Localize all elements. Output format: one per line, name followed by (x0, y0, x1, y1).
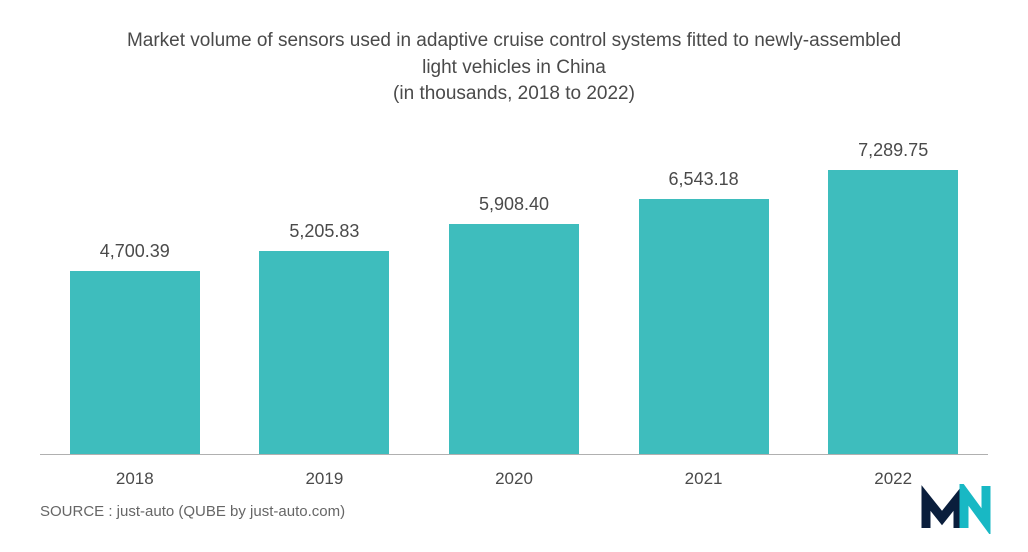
chart-container: Market volume of sensors used in adaptiv… (0, 0, 1028, 552)
bar-group: 7,289.75 (828, 170, 958, 454)
bar-value-label: 4,700.39 (35, 241, 235, 262)
bar (639, 199, 769, 454)
logo-n-stroke (964, 486, 986, 528)
source-attribution: SOURCE : just-auto (QUBE by just-auto.co… (40, 503, 345, 520)
x-axis: 2018 2019 2020 2021 2022 (40, 465, 988, 495)
bar (828, 170, 958, 454)
bar-group: 5,908.40 (449, 224, 579, 455)
x-axis-tick: 2021 (685, 469, 723, 489)
plot-area: 4,700.39 5,205.83 5,908.40 6,543.18 7,289.75 (40, 135, 988, 455)
bar (449, 224, 579, 455)
bar-value-label: 6,543.18 (604, 169, 804, 190)
chart-title-line1: Market volume of sensors used in adaptiv… (124, 28, 904, 81)
x-axis-tick: 2022 (874, 469, 912, 489)
bar-group: 6,543.18 (639, 199, 769, 454)
bar-group: 4,700.39 (70, 271, 200, 454)
bar (259, 251, 389, 454)
bar-group: 5,205.83 (259, 251, 389, 454)
brand-logo (920, 484, 998, 534)
x-axis-tick: 2018 (116, 469, 154, 489)
chart-title-line2: (in thousands, 2018 to 2022) (40, 83, 988, 105)
bar-value-label: 7,289.75 (793, 140, 993, 161)
x-axis-tick: 2019 (305, 469, 343, 489)
x-axis-tick: 2020 (495, 469, 533, 489)
bar-value-label: 5,908.40 (414, 194, 614, 215)
bar (70, 271, 200, 454)
logo-m-stroke (926, 498, 958, 528)
bar-value-label: 5,205.83 (224, 221, 424, 242)
